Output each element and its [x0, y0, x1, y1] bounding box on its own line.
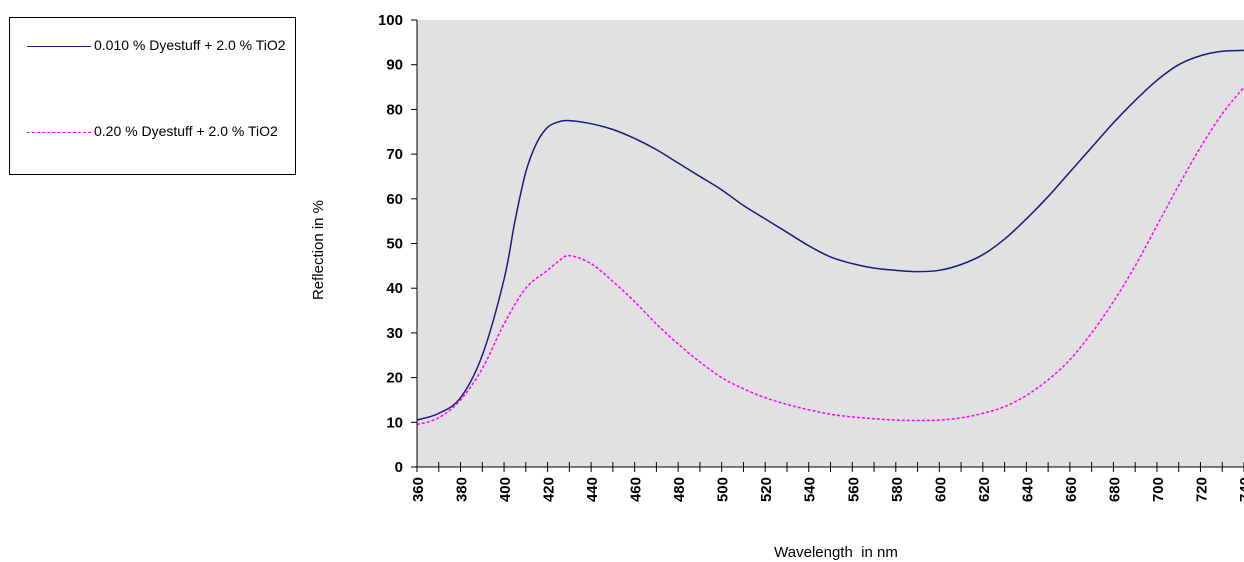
- x-tick-label: 680: [1106, 477, 1123, 502]
- x-tick-label: 720: [1193, 477, 1210, 502]
- series-line-2: [416, 86, 1244, 426]
- x-axis-title: Wavelength in nm: [774, 544, 898, 561]
- y-tick-label: 0: [395, 459, 403, 476]
- x-tick-label: 380: [454, 477, 471, 502]
- y-tick-label: 10: [386, 414, 403, 431]
- legend-item-series-1: 0.010 % Dyestuff + 2.0 % TiO2: [10, 34, 295, 84]
- x-tick-label: 600: [932, 477, 949, 502]
- x-tick-label: 420: [541, 477, 558, 502]
- x-tick-label: 560: [845, 477, 862, 502]
- x-tick-label: 400: [497, 477, 514, 502]
- y-tick-label: 100: [378, 12, 403, 29]
- x-tick-label: 480: [671, 477, 688, 502]
- y-tick-label: 80: [386, 101, 403, 118]
- series-line-1: [416, 49, 1244, 421]
- legend-label-series-2: 0.20 % Dyestuff + 2.0 % TiO2: [94, 123, 278, 139]
- y-axis-title: Reflection in %: [310, 200, 327, 300]
- x-tick-label: 580: [889, 477, 906, 502]
- y-tick-label: 70: [386, 146, 403, 163]
- x-tick-label: 440: [584, 477, 601, 502]
- x-tick-label: 700: [1150, 477, 1167, 502]
- x-tick-label: 640: [1019, 477, 1036, 502]
- x-tick-label: 540: [802, 477, 819, 502]
- series-layer: [416, 49, 1244, 426]
- legend-label-series-1: 0.010 % Dyestuff + 2.0 % TiO2: [94, 37, 286, 53]
- axes-layer: 0 10 20 30 40 50 60 70 80 90 100 360 380 400 420 440 460…: [378, 12, 1244, 502]
- y-tick-label: 50: [386, 236, 403, 253]
- y-tick-label: 60: [386, 191, 403, 208]
- legend-swatch-series-2: [27, 132, 91, 133]
- y-tick-label: 90: [386, 57, 403, 74]
- x-tick-label: 620: [976, 477, 993, 502]
- x-tick-label: 660: [1063, 477, 1080, 502]
- legend-item-series-2: 0.20 % Dyestuff + 2.0 % TiO2: [10, 120, 295, 170]
- y-tick-label: 40: [386, 280, 403, 297]
- plot-area: [417, 20, 1244, 467]
- y-tick-label: 30: [386, 325, 403, 342]
- legend: 0.010 % Dyestuff + 2.0 % TiO2 0.20 % Dye…: [9, 17, 296, 175]
- x-tick-label: 740: [1237, 477, 1244, 502]
- x-tick-label: 460: [628, 477, 645, 502]
- legend-swatch-series-1: [27, 46, 91, 47]
- x-tick-label: 500: [715, 477, 732, 502]
- y-tick-label: 20: [386, 370, 403, 387]
- x-tick-label: 520: [758, 477, 775, 502]
- x-tick-label: 360: [410, 477, 427, 502]
